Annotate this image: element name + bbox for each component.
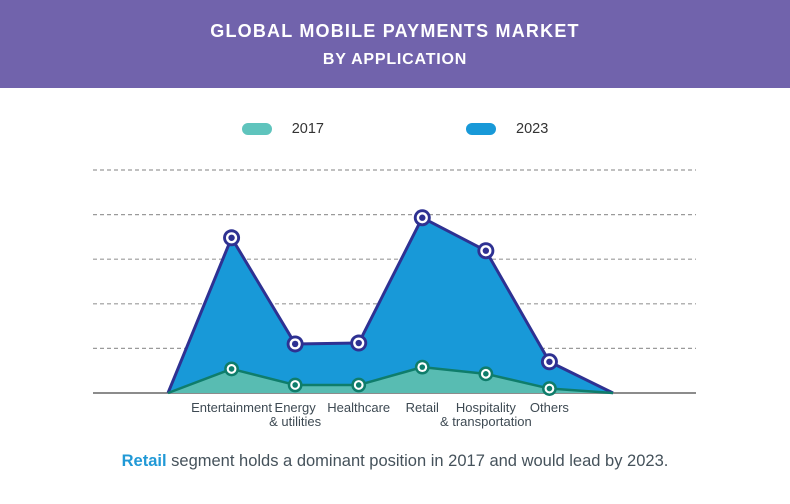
legend-swatch-2017-icon — [241, 123, 272, 135]
line-2017 — [167, 365, 614, 395]
area-2023 — [168, 217, 613, 393]
x-axis-labels: Entertainment Energy & utilities Healthc… — [0, 401, 790, 435]
marker-2017-Energy & utilities — [287, 377, 303, 393]
marker-2017-Hospitality & transportation — [478, 366, 494, 382]
marker-2017-Others — [542, 381, 557, 396]
x-label-retail: Retail — [405, 400, 439, 415]
header-banner: GLOBAL MOBILE PAYMENTS MARKET BY APPLICA… — [0, 0, 790, 88]
marker-2023-Energy & utilities — [286, 335, 304, 353]
legend: 2017 2023 — [0, 121, 790, 137]
marker-2017-Healthcare — [351, 377, 367, 393]
marker-2023-Retail — [413, 209, 431, 227]
line-2023 — [166, 216, 614, 395]
caption-highlight: Retail — [121, 452, 167, 470]
page-subtitle: BY APPLICATION — [322, 51, 468, 68]
legend-swatch-2023-icon — [466, 123, 496, 135]
x-label-healthcare: Healthcare — [327, 400, 391, 415]
x-label-hospitality-transportation: Hospitality & transportation — [439, 400, 532, 429]
x-label-entertainment: Entertainment — [191, 400, 273, 415]
marker-2017-Retail — [414, 359, 430, 375]
page-title: GLOBAL MOBILE PAYMENTS MARKET — [210, 21, 580, 41]
x-label-others: Others — [529, 400, 569, 415]
marker-2023-Others — [540, 353, 558, 371]
legend-label-2017: 2017 — [291, 121, 324, 137]
caption-text: segment holds a dominant position in 201… — [166, 452, 669, 470]
legend-item-2017: 2017 — [241, 121, 324, 137]
x-label-energy-utilities: Energy & utilities — [269, 400, 322, 429]
legend-label-2023: 2023 — [516, 121, 549, 137]
marker-2023-Entertainment — [223, 229, 241, 247]
marker-2023-Hospitality & transportation — [477, 242, 495, 260]
legend-item-2023: 2023 — [466, 121, 548, 137]
area-2017 — [168, 367, 613, 393]
caption: Retail segment holds a dominant position… — [0, 452, 790, 471]
marker-2017-Entertainment — [224, 361, 239, 377]
area-chart — [93, 169, 696, 396]
marker-2023-Healthcare — [350, 334, 368, 352]
